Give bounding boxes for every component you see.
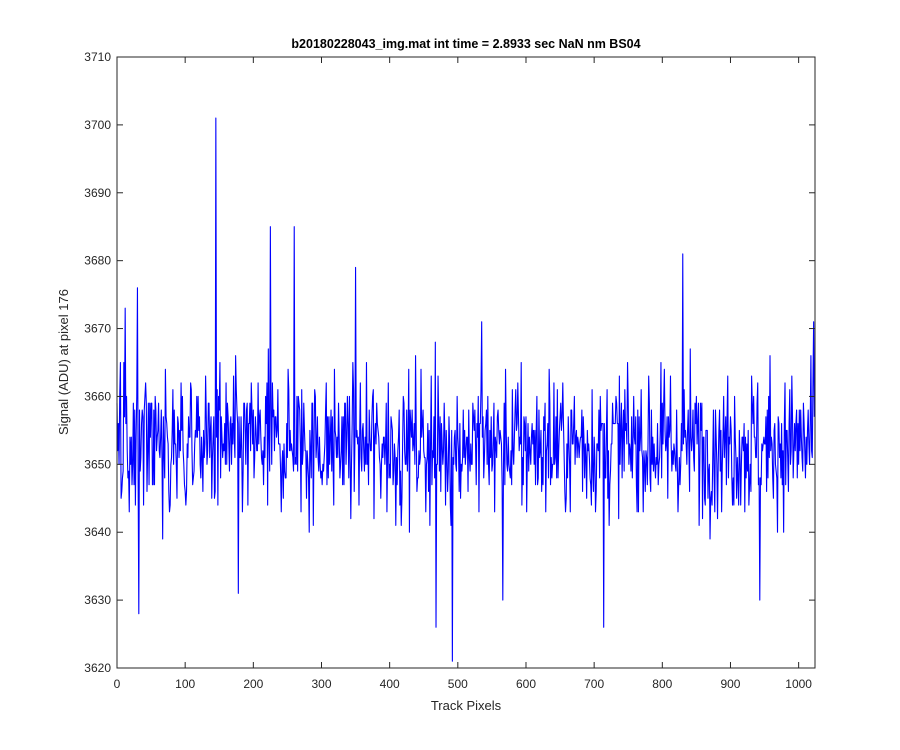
x-tick-label: 500 bbox=[448, 677, 468, 691]
y-axis-title: Signal (ADU) at pixel 176 bbox=[56, 289, 71, 435]
signal-series-line bbox=[116, 117, 815, 662]
plot-frame bbox=[116, 56, 816, 669]
x-axis-title: Track Pixels bbox=[431, 698, 502, 713]
x-tick-label: 700 bbox=[584, 677, 604, 691]
y-tick-label: 3680 bbox=[84, 254, 111, 268]
y-tick-label: 3670 bbox=[84, 322, 111, 336]
x-tick-label: 200 bbox=[243, 677, 263, 691]
x-tick-label: 900 bbox=[720, 677, 740, 691]
plot-area bbox=[117, 57, 815, 668]
y-tick-label: 3620 bbox=[84, 661, 111, 675]
y-tick-label: 3660 bbox=[84, 389, 111, 403]
y-tick-label: 3630 bbox=[84, 593, 111, 607]
y-tick-label: 3700 bbox=[84, 118, 111, 132]
x-tick-label: 800 bbox=[652, 677, 672, 691]
x-tick-label: 300 bbox=[311, 677, 331, 691]
y-tick-label: 3690 bbox=[84, 186, 111, 200]
y-tick-label: 3640 bbox=[84, 525, 111, 539]
chart-title: b20180228043_img.mat int time = 2.8933 s… bbox=[291, 37, 640, 51]
series-layer bbox=[116, 117, 815, 662]
x-tick-label: 400 bbox=[380, 677, 400, 691]
ticks-layer: 0 100 200 300 400 500 600 700 800 900 1000 3620 3630… bbox=[84, 50, 815, 691]
x-tick-label: 0 bbox=[114, 677, 121, 691]
x-tick-label: 1000 bbox=[785, 677, 812, 691]
y-tick-label: 3650 bbox=[84, 457, 111, 471]
y-tick-label: 3710 bbox=[84, 50, 111, 64]
x-tick-label: 100 bbox=[175, 677, 195, 691]
x-tick-label: 600 bbox=[516, 677, 536, 691]
